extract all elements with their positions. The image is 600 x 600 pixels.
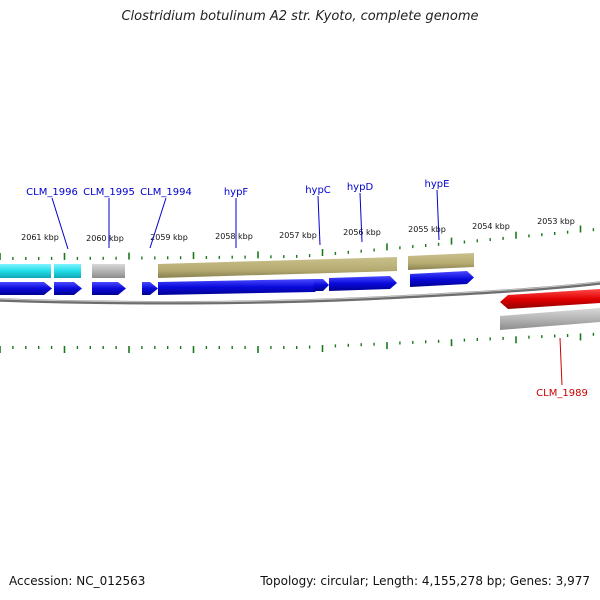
- cog-block-cyan[interactable]: [0, 264, 51, 278]
- gene-arrow-forward[interactable]: [0, 282, 52, 295]
- gene-label[interactable]: hypF: [224, 187, 249, 198]
- topology-text: Topology: circular; Length: 4,155,278 bp…: [260, 574, 590, 588]
- gene-arrow-forward[interactable]: [142, 282, 158, 295]
- cog-block-grey[interactable]: [500, 308, 600, 330]
- gene-arrow-forward[interactable]: [329, 276, 397, 291]
- tick-label: 2054 kbp: [472, 222, 510, 231]
- gene-arrow-forward[interactable]: [314, 279, 329, 291]
- genome-backbone: [0, 281, 600, 305]
- gene-label[interactable]: hypD: [347, 182, 374, 193]
- tick-labels: 2061 kbp 2060 kbp 2059 kbp 2058 kbp 2057…: [21, 217, 575, 243]
- tick-label: 2057 kbp: [279, 231, 317, 240]
- feature-band-cog: [0, 253, 600, 330]
- gene-label[interactable]: CLM_1989: [536, 388, 588, 399]
- genome-backbone-highlight: [0, 281, 600, 303]
- map-title: Clostridium botulinum A2 str. Kyoto, com…: [121, 9, 479, 24]
- gene-arrow-reverse[interactable]: [500, 289, 600, 309]
- accession-text: Accession: NC_012563: [9, 574, 146, 588]
- gene-arrow-forward[interactable]: [92, 282, 126, 295]
- callout-line: [51, 197, 69, 250]
- callout-line: [317, 195, 321, 246]
- tick-label: 2055 kbp: [408, 225, 446, 234]
- gene-label[interactable]: CLM_1994: [140, 187, 192, 198]
- gene-label[interactable]: CLM_1996: [26, 187, 78, 198]
- gene-label[interactable]: hypE: [425, 179, 450, 190]
- tick-ring-inner: [0, 332, 595, 353]
- gene-arrow-forward[interactable]: [410, 271, 474, 287]
- cog-block-olive[interactable]: [158, 257, 397, 278]
- gene-label[interactable]: hypC: [305, 185, 331, 196]
- cog-block-grey[interactable]: [92, 264, 125, 278]
- gene-callouts: [51, 189, 563, 386]
- tick-label: 2058 kbp: [215, 232, 253, 241]
- cog-block-olive[interactable]: [408, 253, 474, 270]
- tick-label: 2059 kbp: [150, 233, 188, 242]
- callout-line: [559, 337, 563, 386]
- callout-line: [149, 197, 167, 249]
- gene-label[interactable]: CLM_1995: [83, 187, 135, 198]
- callout-line: [359, 192, 363, 243]
- cog-block-cyan[interactable]: [54, 264, 81, 278]
- gene-arrow-forward[interactable]: [54, 282, 82, 295]
- callout-line: [436, 189, 440, 241]
- tick-label: 2060 kbp: [86, 234, 124, 243]
- tick-ring-outer: [0, 225, 595, 260]
- gene-arrows-forward: [0, 271, 474, 295]
- gene-labels: CLM_1996 CLM_1995 CLM_1994 hypF hypC hyp…: [26, 179, 588, 399]
- tick-label: 2053 kbp: [537, 217, 575, 226]
- tick-label: 2061 kbp: [21, 233, 59, 242]
- gene-arrow-forward[interactable]: [158, 279, 321, 295]
